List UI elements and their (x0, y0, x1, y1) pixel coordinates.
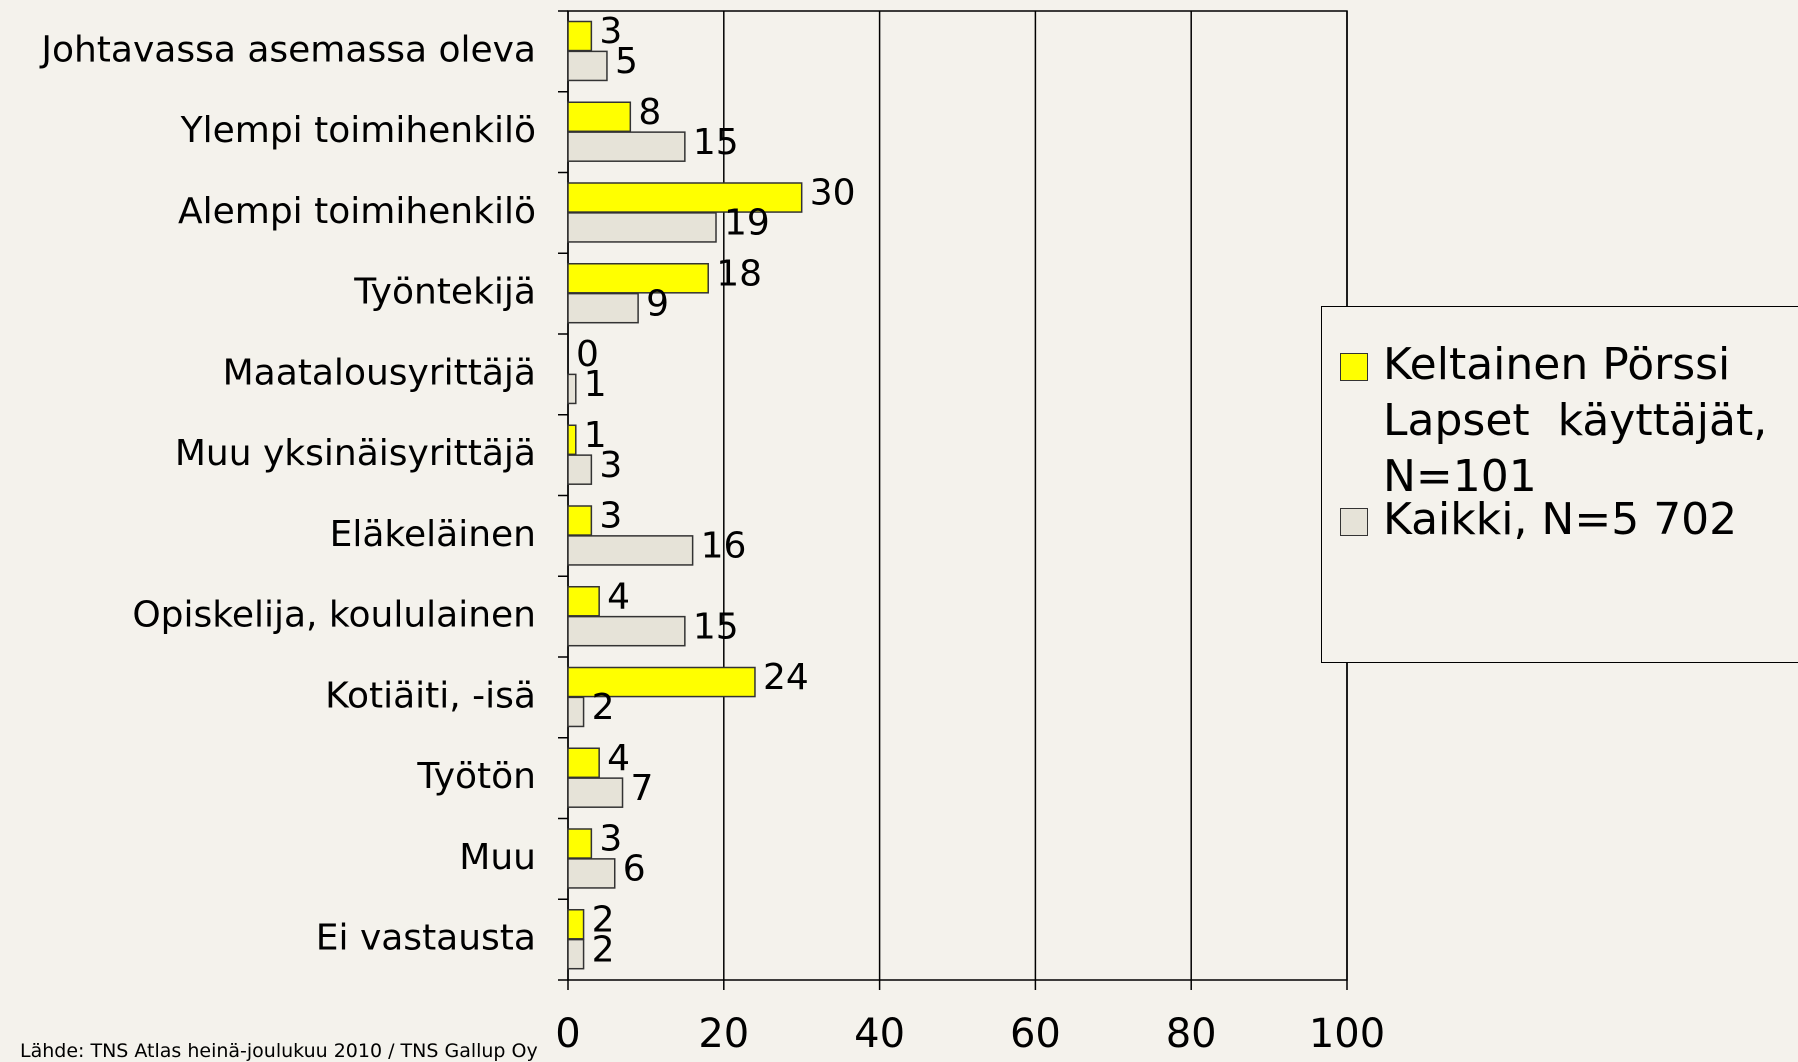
bar (567, 938, 585, 970)
bar (567, 828, 593, 859)
value-label: 4 (607, 576, 630, 617)
value-label: 6 (623, 849, 646, 890)
bar (567, 615, 686, 647)
value-label: 24 (763, 657, 809, 698)
bar (567, 212, 717, 243)
legend-item: Kaikki, N=5 702 (1340, 492, 1793, 548)
value-label: 1 (584, 364, 607, 405)
bar (567, 454, 593, 485)
x-tick-label: 60 (1010, 1011, 1061, 1057)
legend-swatch (1340, 353, 1368, 381)
y-tick-label: Maatalousyrittäjä (223, 352, 536, 393)
y-tick-label: Alempi toimihenkilö (178, 191, 536, 232)
bar (567, 182, 803, 213)
bar (567, 50, 608, 82)
value-label: 3 (599, 11, 622, 52)
bar (567, 20, 593, 52)
value-label: 18 (716, 253, 762, 294)
bar (567, 777, 624, 808)
y-tick-label: Kotiäiti, -isä (325, 675, 536, 716)
value-label: 15 (693, 122, 739, 163)
value-label: 15 (693, 606, 739, 647)
legend-item: Keltainen Pörssi Lapset käyttäjät, N=101 (1340, 337, 1793, 505)
value-label: 3 (599, 819, 622, 860)
legend-label: Kaikki, N=5 702 (1383, 494, 1738, 545)
bar (567, 908, 585, 940)
value-label: 3 (599, 496, 622, 537)
bar (567, 505, 593, 536)
x-tick-label: 80 (1166, 1011, 1217, 1057)
value-label: 16 (701, 526, 747, 567)
value-label: 4 (607, 738, 630, 779)
value-label: 2 (592, 929, 615, 970)
value-label: 1 (584, 415, 607, 456)
x-tick-label: 20 (698, 1011, 749, 1057)
bar (567, 101, 632, 133)
value-label: 9 (646, 283, 669, 324)
bar (567, 747, 600, 779)
y-tick-label: Eläkeläinen (330, 514, 536, 555)
y-tick-label: Työtön (416, 756, 536, 797)
y-tick-label: Työntekijä (353, 272, 536, 313)
x-tick-label: 0 (555, 1011, 580, 1057)
value-label: 5 (615, 41, 638, 82)
y-tick-label: Johtavassa asemassa oleva (39, 29, 536, 70)
bar (567, 262, 709, 294)
value-label: 30 (810, 173, 856, 214)
value-label: 2 (592, 899, 615, 940)
bar (567, 424, 577, 456)
bar (567, 696, 585, 728)
source-note: Lähde: TNS Atlas heinä-joulukuu 2010 / T… (20, 1040, 538, 1062)
bar (567, 666, 756, 698)
value-label: 7 (631, 768, 654, 809)
bar (567, 858, 616, 889)
bar (567, 373, 577, 405)
bar (567, 535, 694, 566)
value-label: 19 (724, 203, 770, 244)
bar (567, 292, 639, 324)
value-label: 3 (599, 445, 622, 486)
legend: Keltainen Pörssi Lapset käyttäjät, N=101… (1321, 306, 1798, 663)
y-tick-label: Opiskelija, koululainen (132, 595, 536, 636)
value-label: 0 (576, 334, 599, 375)
legend-label: Keltainen Pörssi Lapset käyttäjät, N=101 (1383, 339, 1782, 502)
legend-swatch (1340, 508, 1368, 536)
bar (567, 131, 686, 162)
y-tick-label: Muu yksinäisyrittäjä (175, 433, 536, 474)
value-label: 2 (592, 687, 615, 728)
value-label: 8 (638, 92, 661, 133)
y-tick-label: Ylempi toimihenkilö (180, 110, 536, 151)
y-tick-label: Muu (459, 837, 536, 878)
x-tick-label: 100 (1309, 1011, 1385, 1057)
x-tick-label: 40 (854, 1011, 905, 1057)
y-tick-label: Ei vastausta (316, 918, 536, 959)
bar (567, 585, 600, 617)
